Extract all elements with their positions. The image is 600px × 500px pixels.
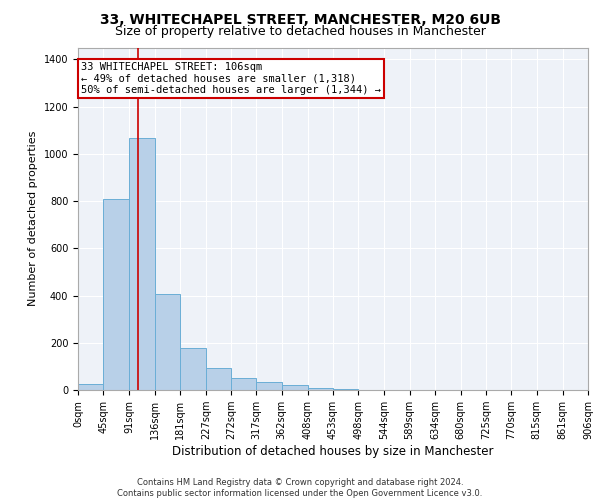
Bar — [180, 348, 206, 390]
Bar — [333, 389, 358, 390]
Text: 33, WHITECHAPEL STREET, MANCHESTER, M20 6UB: 33, WHITECHAPEL STREET, MANCHESTER, M20 … — [100, 12, 500, 26]
Bar — [256, 382, 282, 390]
Bar — [282, 386, 308, 390]
Bar — [129, 138, 155, 390]
Y-axis label: Number of detached properties: Number of detached properties — [28, 131, 38, 306]
Text: Contains HM Land Registry data © Crown copyright and database right 2024.
Contai: Contains HM Land Registry data © Crown c… — [118, 478, 482, 498]
Text: Size of property relative to detached houses in Manchester: Size of property relative to detached ho… — [115, 25, 485, 38]
Bar — [308, 388, 333, 390]
Bar — [78, 384, 103, 390]
X-axis label: Distribution of detached houses by size in Manchester: Distribution of detached houses by size … — [172, 445, 494, 458]
Text: 33 WHITECHAPEL STREET: 106sqm
← 49% of detached houses are smaller (1,318)
50% o: 33 WHITECHAPEL STREET: 106sqm ← 49% of d… — [81, 62, 381, 95]
Bar — [231, 378, 256, 390]
Bar — [206, 368, 231, 390]
Bar — [155, 294, 180, 390]
Bar — [103, 198, 129, 390]
